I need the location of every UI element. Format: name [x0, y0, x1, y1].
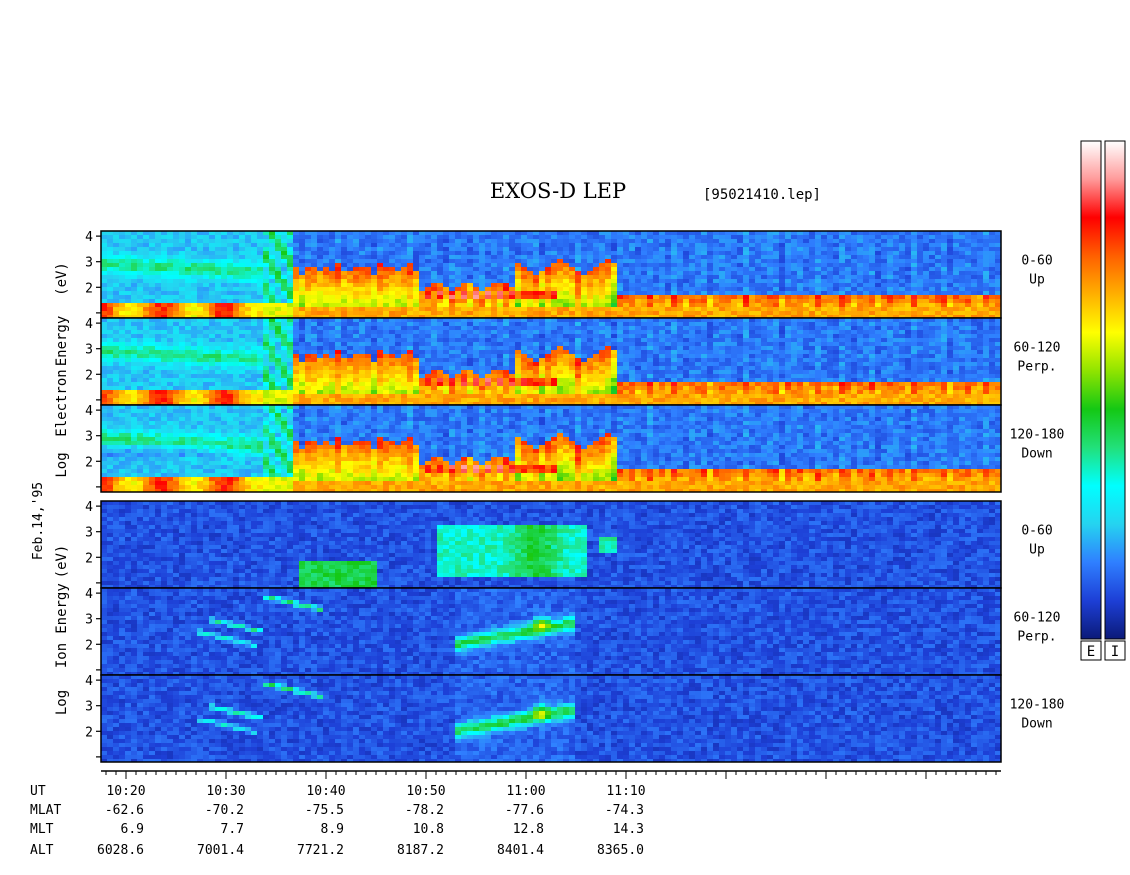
spectrogram-panel-electron-2: 2 3 4 120-180 Down [85, 404, 1065, 493]
x-tick-alt: 8401.4 [497, 843, 544, 858]
chart-title: EXOS-D LEP [490, 179, 626, 203]
colorbar-label: I [1111, 644, 1119, 660]
x-tick-alt: 8365.0 [597, 843, 644, 858]
panel-pitch-label: 0-60 [1021, 254, 1052, 269]
y-tick-label: 3 [85, 256, 93, 271]
x-row-label: UT [30, 784, 46, 799]
x-tick-ut: 10:50 [406, 784, 445, 799]
colorbar-label: E [1087, 644, 1095, 660]
panel-pitch-label: 120-180 [1010, 698, 1065, 713]
panel-pitch-label: 120-180 [1010, 428, 1065, 443]
y-tick-label: 4 [85, 674, 93, 689]
y-tick-label: 3 [85, 700, 93, 715]
spectrogram-panel-electron-0: 2 3 4 0-60 Up [85, 230, 1053, 319]
x-tick-mlat: -70.2 [205, 803, 244, 818]
x-tick-mlt: 8.9 [321, 822, 344, 837]
y-tick-label: 2 [85, 281, 93, 296]
y-tick-label: 3 [85, 613, 93, 628]
y-axis-word: Ion [54, 643, 70, 668]
y-axis-word: Log [54, 690, 70, 715]
x-tick-alt: 7721.2 [297, 843, 344, 858]
panel-direction-label: Perp. [1017, 630, 1056, 645]
x-tick-mlt: 12.8 [513, 822, 544, 837]
x-tick-mlt: 7.7 [221, 822, 244, 837]
y-tick-label: 2 [85, 368, 93, 383]
spectrogram-panel-ion-3: 2 3 4 0-60 Up [85, 500, 1053, 589]
panel-frame [100, 674, 1002, 763]
panel-direction-label: Perp. [1017, 360, 1056, 375]
y-axis-word: Electron [54, 369, 70, 436]
y-axis-word: (eV) [54, 262, 70, 296]
y-axis-word: Log [54, 452, 70, 477]
x-tick-mlat: -78.2 [405, 803, 444, 818]
spectrogram-cells [101, 675, 1001, 762]
colorbar-label-box [1080, 640, 1102, 661]
y-tick-label: 3 [85, 343, 93, 358]
panel-frame [100, 404, 1002, 493]
spectrogram-panel-electron-1: 2 3 4 60-120 Perp. [85, 317, 1061, 406]
x-tick-ut: 10:40 [306, 784, 345, 799]
spectrogram-panel-ion-4: 2 3 4 60-120 Perp. [85, 587, 1061, 676]
y-tick-label: 4 [85, 230, 93, 245]
spectrogram-panels: 2 3 4 0-60 Up 2 3 4 60-120 Perp. 2 3 4 120-180 Down 2 3 4… [85, 230, 1065, 763]
panel-pitch-label: 60-120 [1014, 611, 1061, 626]
spectrogram-cells [101, 588, 1001, 675]
spectrogram-cells [101, 501, 1001, 588]
spectrogram-cells [101, 231, 1001, 318]
x-tick-mlat: -62.6 [105, 803, 144, 818]
y-tick-label: 2 [85, 638, 93, 653]
panel-direction-label: Down [1021, 717, 1052, 732]
time-axis: UT MLAT MLT ALT 10:20 -62.6 6.9 6028.6 10:30 -70.… [30, 770, 1001, 858]
y-axis-word: Energy [54, 316, 70, 367]
y-axis-labels: Log Electron Energy (eV) Log Ion Energy (eV) Feb… [31, 262, 70, 715]
x-tick-alt: 7001.4 [197, 843, 244, 858]
y-tick-label: 3 [85, 526, 93, 541]
y-tick-label: 2 [85, 551, 93, 566]
panel-direction-label: Up [1029, 543, 1045, 558]
y-axis-word: Energy [54, 583, 70, 634]
x-tick-ut: 11:00 [506, 784, 545, 799]
spectrogram-cells [101, 405, 1001, 492]
x-tick-mlt: 14.3 [613, 822, 644, 837]
x-row-label: MLT [30, 822, 54, 837]
spectrogram-cells [101, 318, 1001, 405]
colorbar-I [1104, 140, 1126, 640]
panel-pitch-label: 60-120 [1014, 341, 1061, 356]
panel-direction-label: Down [1021, 447, 1052, 462]
x-tick-alt: 8187.2 [397, 843, 444, 858]
x-tick-mlt: 6.9 [121, 822, 144, 837]
y-tick-label: 3 [85, 430, 93, 445]
y-tick-label: 4 [85, 317, 93, 332]
x-tick-mlat: -75.5 [305, 803, 344, 818]
colorbar-label-box [1104, 640, 1126, 661]
spectrogram-panel-ion-5: 2 3 4 120-180 Down [85, 674, 1065, 763]
x-row-label: ALT [30, 843, 54, 858]
y-axis-word: (eV) [54, 545, 70, 579]
x-tick-ut: 10:20 [106, 784, 145, 799]
date-label: Feb.14,'95 [31, 482, 46, 560]
y-tick-label: 2 [85, 725, 93, 740]
x-tick-mlat: -74.3 [605, 803, 644, 818]
colorbar-E [1080, 140, 1102, 640]
x-tick-ut: 11:10 [606, 784, 645, 799]
x-row-label: MLAT [30, 803, 61, 818]
file-label: [95021410.lep] [703, 187, 821, 203]
x-tick-mlat: -77.6 [505, 803, 544, 818]
x-tick-alt: 6028.6 [97, 843, 144, 858]
x-tick-ut: 10:30 [206, 784, 245, 799]
panel-direction-label: Up [1029, 273, 1045, 288]
y-tick-label: 4 [85, 404, 93, 419]
x-tick-mlt: 10.8 [413, 822, 444, 837]
y-tick-label: 4 [85, 500, 93, 515]
panel-pitch-label: 0-60 [1021, 524, 1052, 539]
y-tick-label: 4 [85, 587, 93, 602]
y-tick-label: 2 [85, 455, 93, 470]
